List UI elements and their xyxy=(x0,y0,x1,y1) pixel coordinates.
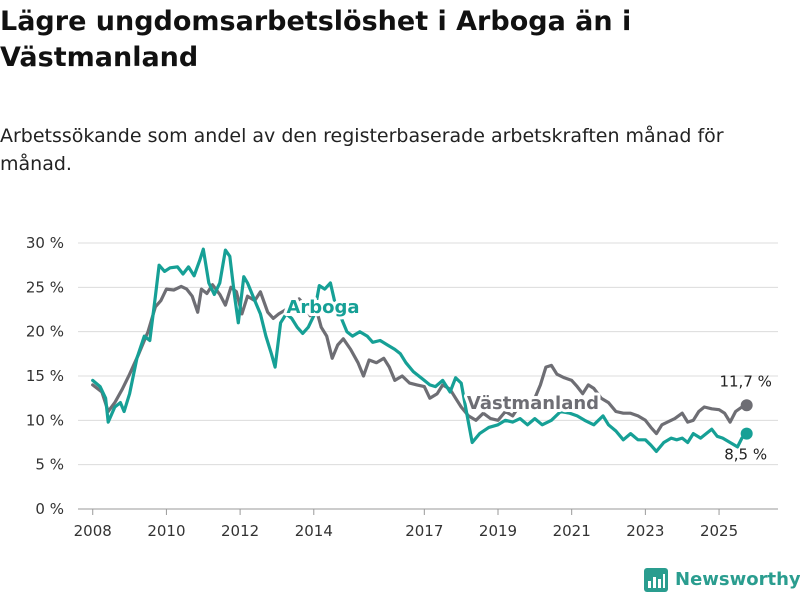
chart-title: Lägre ungdomsarbetslöshet i Arboga än i … xyxy=(0,6,632,73)
y-tick-label: 30 % xyxy=(26,234,64,252)
y-tick-label: 15 % xyxy=(26,367,64,385)
y-tick-label: 0 % xyxy=(35,500,64,518)
label-text: Västmanland xyxy=(467,393,599,414)
brand-logo: Newsworthy xyxy=(644,568,800,592)
x-tick-label: 2008 xyxy=(74,522,112,540)
y-tick-label: 20 % xyxy=(26,323,64,341)
x-tick-label: 2021 xyxy=(553,522,591,540)
label-halo: Västmanland xyxy=(467,393,599,414)
end-label-vastmanland: 11,7 % xyxy=(719,372,771,390)
x-tick-label: 2023 xyxy=(626,522,664,540)
x-tick-label: 2019 xyxy=(479,522,517,540)
brand-name: Newsworthy xyxy=(675,569,800,590)
series-line-arboga xyxy=(91,247,749,453)
end-label-arboga: 8,5 % xyxy=(724,446,767,464)
series-line-vstmanland xyxy=(91,283,749,436)
x-tick-label: 2017 xyxy=(405,522,443,540)
y-tick-label: 25 % xyxy=(26,278,64,296)
label-halo: Arboga xyxy=(286,297,359,318)
x-tick-label: 2010 xyxy=(147,522,185,540)
x-tick-label: 2014 xyxy=(295,522,333,540)
series-end-dot xyxy=(740,427,753,440)
x-tick-label: 2025 xyxy=(700,522,738,540)
newsworthy-logo-icon xyxy=(644,568,668,592)
x-tick-label: 2012 xyxy=(221,522,259,540)
y-tick-label: 10 % xyxy=(26,411,64,429)
y-tick-label: 5 % xyxy=(35,456,64,474)
line-chart: 0 % 5 % 10 % 15 % 20 % 25 % 30 % 2008 2010 2012 20… xyxy=(26,234,778,540)
chart-subtitle: Arbetssökande som andel av den registerb… xyxy=(0,125,724,175)
label-text: Arboga xyxy=(286,297,359,318)
series-end-dot xyxy=(740,399,753,412)
